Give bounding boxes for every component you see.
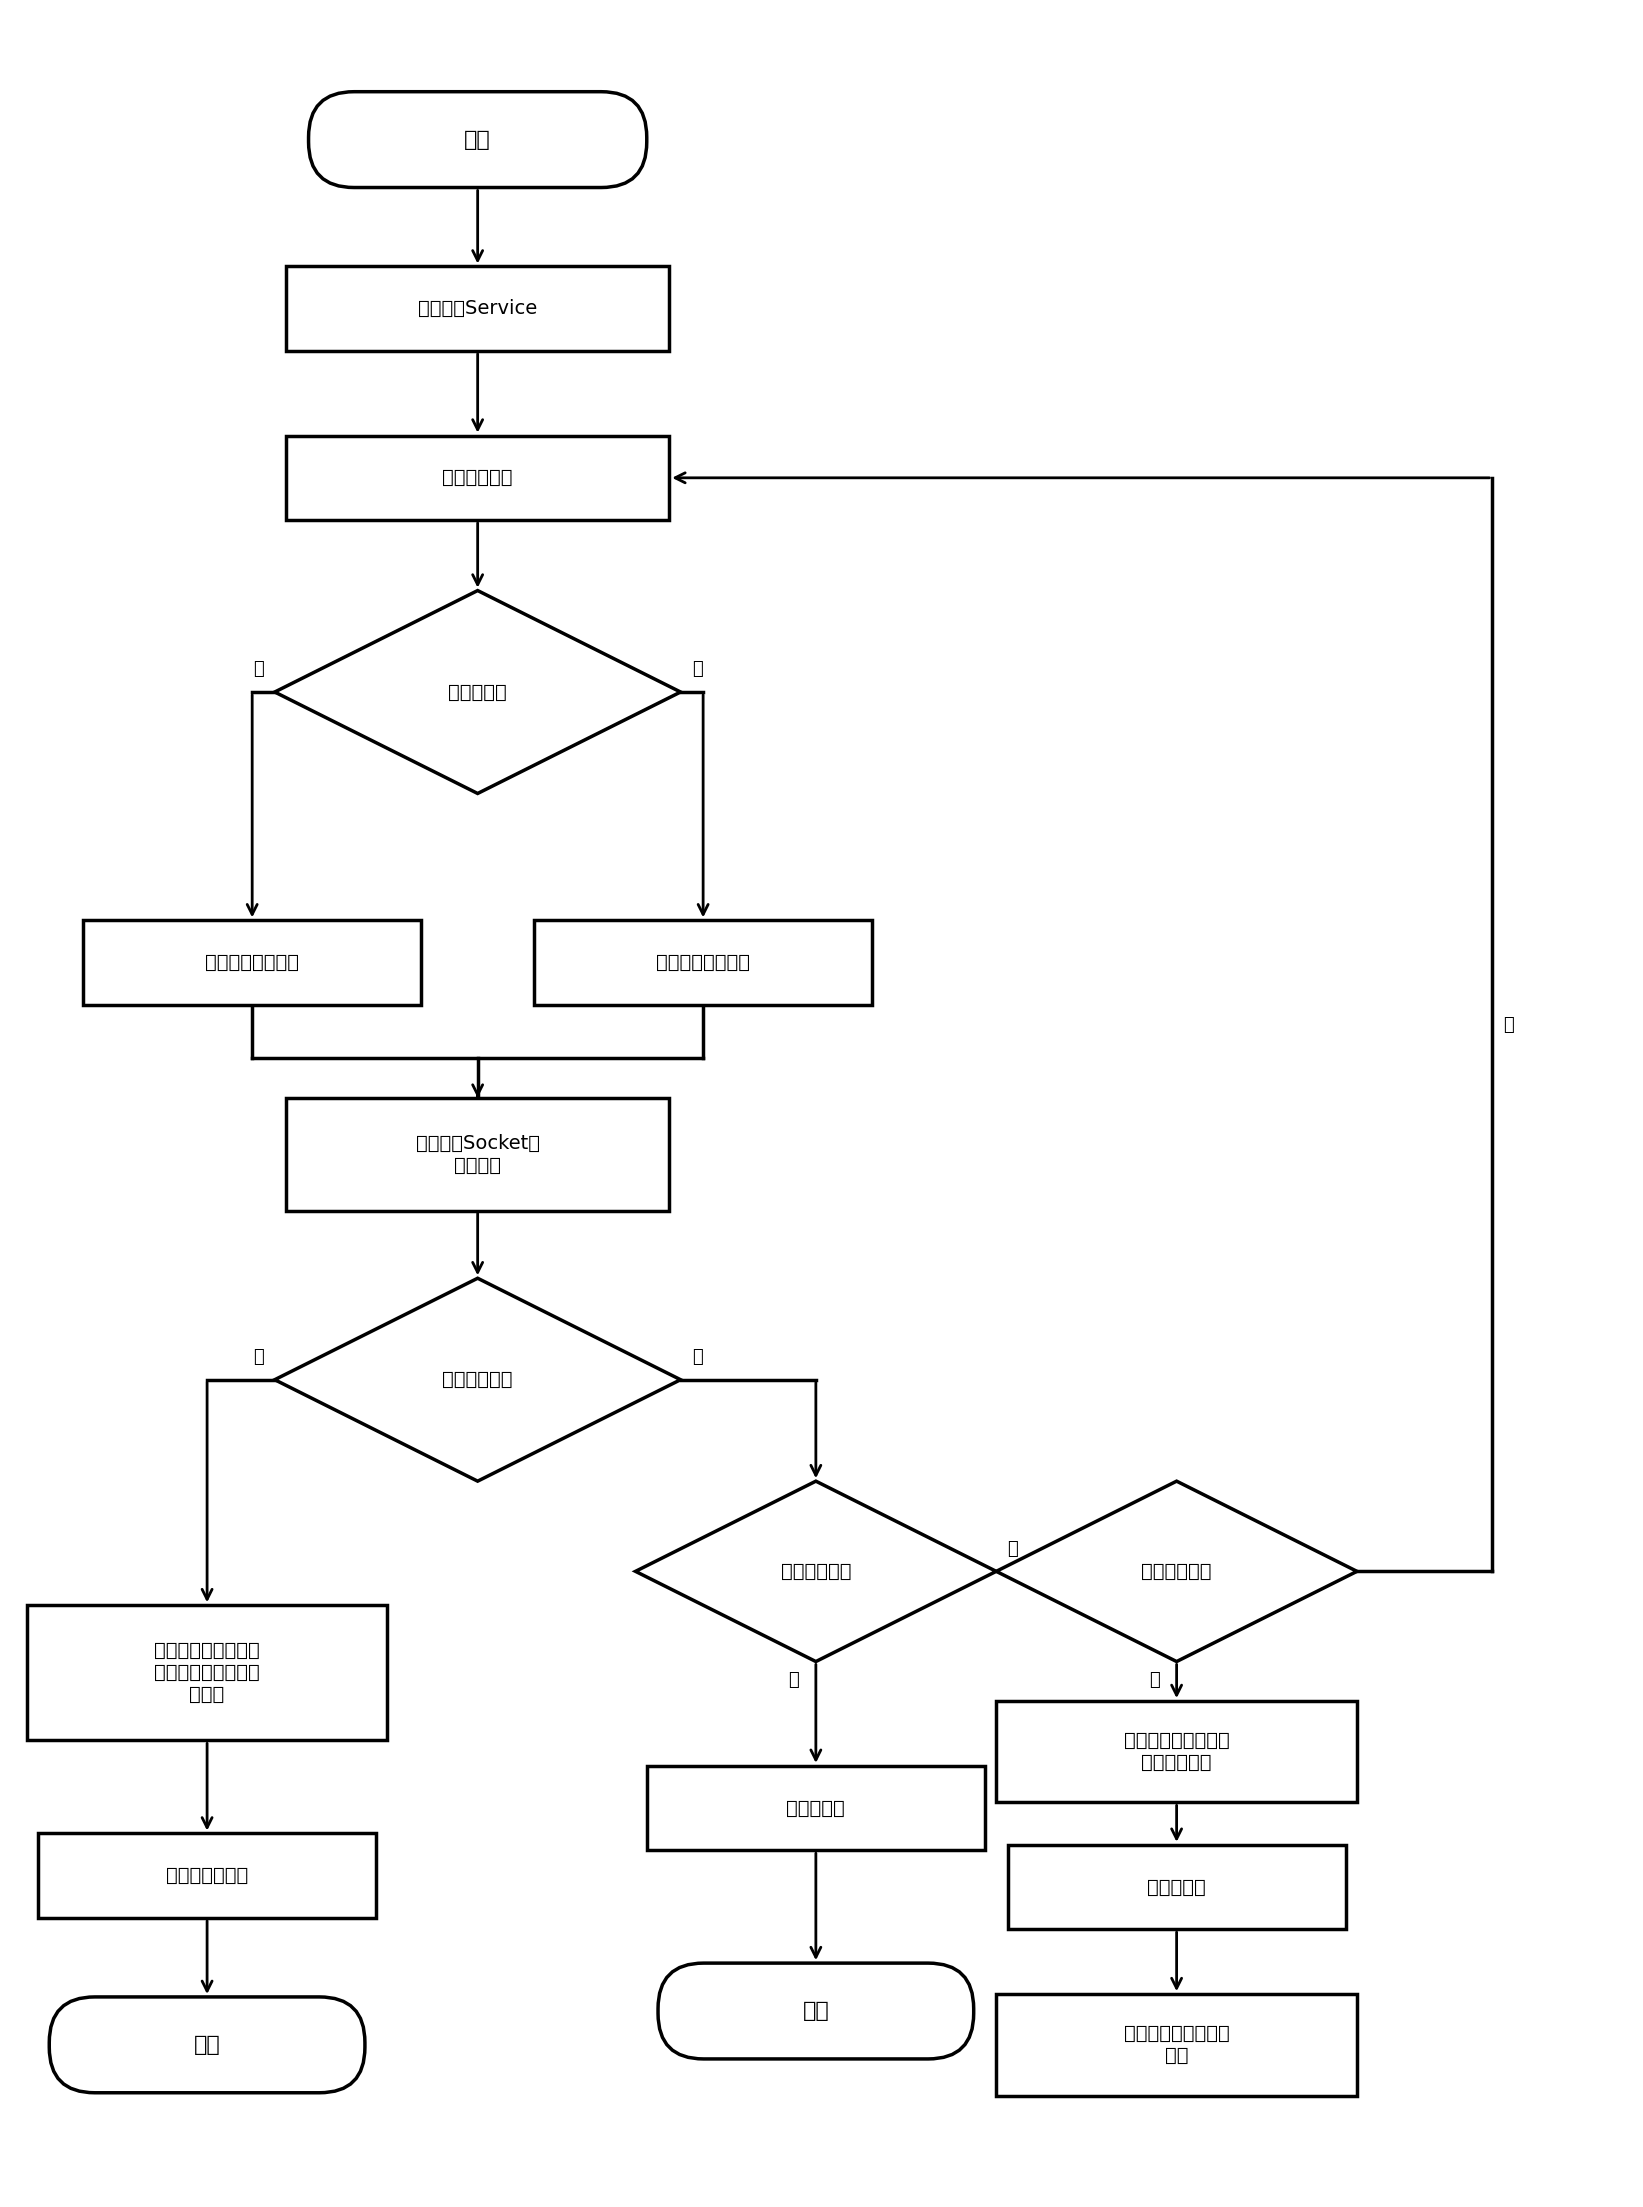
Bar [286, 435, 669, 521]
Text: 是: 是 [253, 660, 263, 678]
Text: 收到登录指令: 收到登录指令 [442, 1371, 513, 1388]
Bar [534, 920, 872, 1004]
Text: 修改注册表，根据用
户名和密码设置为自
动登录: 修改注册表，根据用 户名和密码设置为自 动登录 [154, 1642, 260, 1704]
Bar [1007, 1845, 1346, 1929]
Text: 发送已经登录信息: 发送已经登录信息 [205, 953, 299, 971]
Text: 是否已登录: 是否已登录 [449, 682, 508, 702]
Polygon shape [274, 1278, 680, 1481]
Text: 发送已经开机信息: 发送已经开机信息 [656, 953, 751, 971]
Bar [286, 267, 669, 351]
Polygon shape [996, 1481, 1357, 1662]
Text: 检测当前状态: 检测当前状态 [442, 468, 513, 488]
Text: 否: 否 [692, 1348, 703, 1366]
Text: 收到注销指令: 收到注销指令 [1142, 1563, 1213, 1580]
FancyBboxPatch shape [49, 1997, 365, 2092]
Text: 注销计算机: 注销计算机 [1147, 1878, 1206, 1896]
Text: 接受指定Socket端
口的指令: 接受指定Socket端 口的指令 [416, 1134, 539, 1174]
Text: 启动服务Service: 启动服务Service [417, 300, 537, 318]
FancyBboxPatch shape [309, 93, 647, 188]
Bar [996, 1702, 1357, 1803]
Bar [84, 920, 421, 1004]
Polygon shape [274, 591, 680, 795]
Text: 关闭计算机: 关闭计算机 [787, 1799, 845, 1819]
Text: 收到关机指令: 收到关机指令 [780, 1563, 851, 1580]
Text: 是: 是 [1148, 1671, 1160, 1688]
Text: 否: 否 [1503, 1015, 1515, 1033]
Text: 否: 否 [692, 660, 703, 678]
Text: 修改注册表，设置为
取消自动登录: 修改注册表，设置为 取消自动登录 [1124, 1730, 1229, 1772]
Polygon shape [636, 1481, 996, 1662]
Text: 是: 是 [789, 1671, 798, 1688]
Text: 开始: 开始 [465, 130, 491, 150]
FancyBboxPatch shape [659, 1962, 974, 2059]
Bar [286, 1097, 669, 1212]
Text: 结束: 结束 [802, 2002, 830, 2022]
Bar [647, 1766, 984, 1849]
Bar [996, 1995, 1357, 2097]
Bar [38, 1834, 376, 1918]
Text: 是: 是 [253, 1348, 263, 1366]
Text: 结束: 结束 [194, 2035, 220, 2055]
Text: 否: 否 [1007, 1540, 1019, 1558]
Text: 发送已经注销计算机
信号: 发送已经注销计算机 信号 [1124, 2024, 1229, 2066]
Bar [26, 1604, 388, 1741]
Text: 重新启动计算机: 重新启动计算机 [166, 1867, 248, 1885]
